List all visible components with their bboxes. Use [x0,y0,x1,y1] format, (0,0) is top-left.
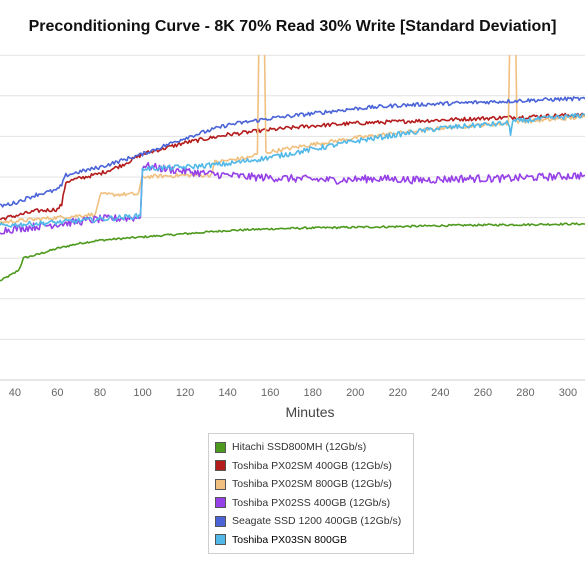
legend-label: Toshiba PX03SN 800GB [232,533,347,546]
series-line-5 [0,112,585,228]
legend-label: Toshiba PX02SM 400GB (12Gb/s) [232,459,392,472]
legend-item[interactable]: Toshiba PX02SS 400GB (12Gb/s) [215,494,407,513]
x-tick-label: 240 [431,387,449,399]
grid-lines [0,54,585,381]
x-tick-label: 200 [346,387,364,399]
legend-swatch [215,441,226,453]
series-line-0 [0,222,585,282]
legend-item[interactable]: Toshiba PX02SM 400GB (12Gb/s) [215,457,407,476]
x-tick-label: 180 [304,387,322,399]
series-line-4 [0,96,585,208]
x-tick-label: 140 [218,387,236,399]
x-tick-label: 160 [261,387,279,399]
legend-swatch [215,534,226,546]
x-axis-label: Minutes [285,404,335,420]
legend-label: Toshiba PX02SM 800GB (12Gb/s) [232,478,392,491]
x-tick-label: 120 [176,387,194,399]
legend-label: Seagate SSD 1200 400GB (12Gb/s) [232,515,402,528]
series-line-1 [0,112,585,221]
legend-item[interactable]: Hitachi SSD800MH (12Gb/s) [215,438,407,457]
series-lines [0,55,585,282]
x-tick-label: 300 [559,387,577,399]
legend-swatch [215,497,226,509]
x-tick-labels: 40 60 80 100 120 140 160 180 200 220 240 260 280 300 [9,387,577,399]
legend: Hitachi SSD800MH (12Gb/s) Toshiba PX02SM … [208,433,414,554]
x-tick-label: 100 [133,387,151,399]
series-line-2 [0,55,585,225]
series-line-3 [0,162,585,235]
x-tick-label: 280 [516,387,534,399]
legend-swatch [215,515,226,527]
chart-svg: 40 60 80 100 120 140 160 180 200 220 240 260 280 300 [0,54,585,399]
x-tick-label: 40 [9,387,21,399]
x-tick-label: 80 [94,387,106,399]
legend-item[interactable]: Toshiba PX03SN 800GB [215,531,407,550]
legend-item[interactable]: Seagate SSD 1200 400GB (12Gb/s) [215,512,407,531]
legend-label: Hitachi SSD800MH (12Gb/s) [232,441,367,454]
chart-title: Preconditioning Curve - 8K 70% Read 30% … [28,18,557,35]
x-tick-label: 60 [51,387,63,399]
legend-swatch [215,460,226,472]
legend-swatch [215,478,226,490]
legend-item[interactable]: Toshiba PX02SM 800GB (12Gb/s) [215,475,407,494]
x-tick-label: 220 [389,387,407,399]
legend-label: Toshiba PX02SS 400GB (12Gb/s) [232,496,391,509]
x-tick-label: 260 [474,387,492,399]
